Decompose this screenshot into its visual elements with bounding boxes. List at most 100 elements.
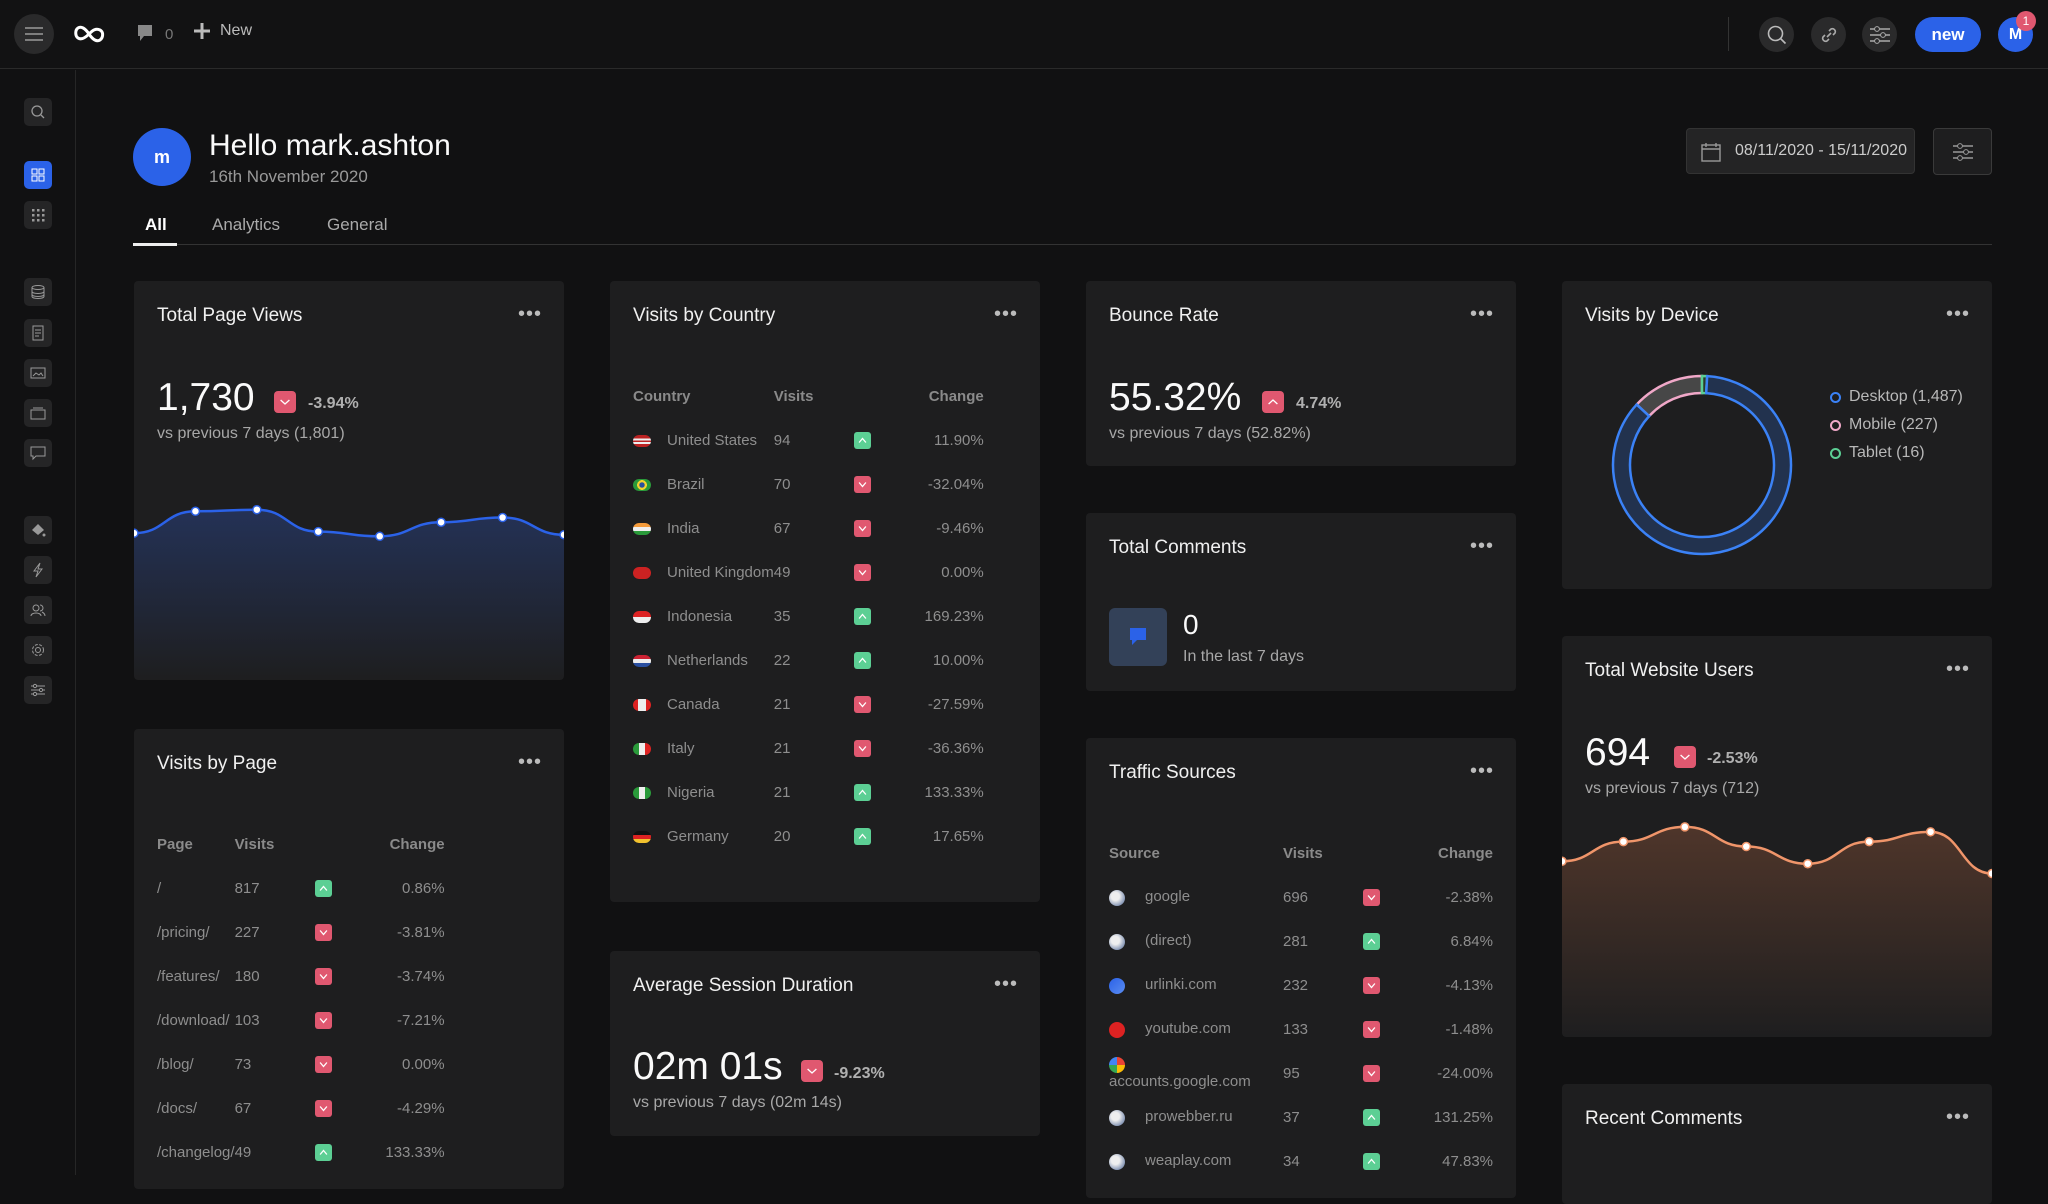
- legend-item-tablet[interactable]: Tablet (16): [1830, 439, 1963, 467]
- row-change: 17.65%: [932, 827, 984, 845]
- sparkline-point[interactable]: [1741, 841, 1752, 852]
- table-row[interactable]: weaplay.com 34 47.83%: [1109, 1139, 1493, 1183]
- legend-item-desktop[interactable]: Desktop (1,487): [1830, 383, 1963, 411]
- more-options-button[interactable]: •••: [1469, 535, 1494, 557]
- table-row[interactable]: Indonesia 35 169.23%: [633, 594, 984, 638]
- donut-slice-desktop[interactable]: [1611, 374, 1793, 556]
- more-options-button[interactable]: •••: [1469, 303, 1494, 325]
- more-options-button[interactable]: •••: [1945, 658, 1970, 680]
- row-label: Italy: [667, 739, 695, 757]
- row-change: -9.46%: [936, 519, 984, 537]
- sparkline-point[interactable]: [313, 526, 324, 537]
- sidebar-item-document[interactable]: [24, 319, 52, 347]
- row-label: United Kingdom: [667, 563, 774, 581]
- sidebar-item-folder[interactable]: [24, 399, 52, 427]
- table-row[interactable]: Brazil 70 -32.04%: [633, 462, 984, 506]
- traffic-sources-table: Source Visits Change google 696 -2.38% (direct…: [1109, 831, 1493, 1183]
- card-title: Traffic Sources: [1109, 762, 1236, 783]
- table-row[interactable]: Italy 21 -36.36%: [633, 726, 984, 770]
- table-row[interactable]: Netherlands 22 10.00%: [633, 638, 984, 682]
- sidebar-item-dashboard[interactable]: [24, 161, 52, 189]
- row-visits: 817: [234, 879, 260, 897]
- more-options-button[interactable]: •••: [1469, 760, 1494, 782]
- sidebar-item-users[interactable]: [24, 596, 52, 624]
- comment-icon[interactable]: [137, 24, 153, 44]
- sparkline-point[interactable]: [252, 504, 262, 515]
- more-options-button[interactable]: •••: [993, 973, 1018, 995]
- table-row[interactable]: /changelog/49 133.33%: [157, 1130, 445, 1174]
- card-title: Bounce Rate: [1109, 305, 1219, 326]
- sparkline-point[interactable]: [436, 517, 446, 527]
- search-button[interactable]: [1759, 17, 1794, 52]
- more-options-button[interactable]: •••: [1945, 303, 1970, 325]
- sidebar-item-lightning[interactable]: [24, 556, 52, 584]
- new-item-button[interactable]: New: [194, 22, 252, 40]
- sidebar-item-paint-bucket[interactable]: [24, 516, 52, 544]
- table-row[interactable]: prowebber.ru 37 131.25%: [1109, 1095, 1493, 1139]
- filter-button[interactable]: [1933, 128, 1992, 175]
- tab-analytics[interactable]: Analytics: [212, 215, 281, 234]
- new-button[interactable]: new: [1915, 17, 1981, 52]
- table-row[interactable]: India 67 -9.46%: [633, 506, 984, 550]
- table-row[interactable]: /features/180 -3.74%: [157, 954, 445, 998]
- sparkline-point[interactable]: [190, 506, 201, 517]
- date-range-picker[interactable]: 08/11/2020 - 15/11/2020: [1686, 128, 1915, 174]
- settings-sliders-button[interactable]: [1862, 17, 1897, 52]
- row-change: -3.74%: [397, 967, 445, 985]
- sparkline-point[interactable]: [1864, 836, 1874, 847]
- link-button[interactable]: [1811, 17, 1846, 52]
- table-row[interactable]: /docs/67 -4.29%: [157, 1086, 445, 1130]
- table-row[interactable]: (direct) 281 6.84%: [1109, 919, 1493, 963]
- sparkline-point[interactable]: [1802, 858, 1813, 869]
- table-row[interactable]: Canada 21 -27.59%: [633, 682, 984, 726]
- tab-general[interactable]: General: [327, 215, 388, 234]
- table-row[interactable]: United States 94 11.90%: [633, 418, 984, 462]
- calendar-icon: [1701, 143, 1721, 162]
- sidebar-item-search[interactable]: [24, 98, 52, 126]
- trend-down-badge: [274, 391, 296, 413]
- table-row[interactable]: urlinki.com 232 -4.13%: [1109, 963, 1493, 1007]
- sparkline-point[interactable]: [1680, 822, 1690, 832]
- trend-down-icon: [314, 1055, 332, 1073]
- more-options-button[interactable]: •••: [517, 751, 542, 773]
- menu-button[interactable]: [14, 14, 54, 54]
- row-label: Brazil: [667, 475, 705, 493]
- sidebar-item-apps-grid[interactable]: [24, 201, 52, 229]
- tab-all[interactable]: All: [145, 215, 167, 234]
- sidebar-item-gear[interactable]: [24, 636, 52, 664]
- sparkline-point[interactable]: [374, 531, 385, 542]
- table-row[interactable]: youtube.com 133 -1.48%: [1109, 1007, 1493, 1051]
- table-row[interactable]: /download/103 -7.21%: [157, 998, 445, 1042]
- table-row[interactable]: google 696 -2.38%: [1109, 875, 1493, 919]
- donut-slice-mobile[interactable]: [1634, 374, 1704, 418]
- sidebar-item-sliders[interactable]: [24, 676, 52, 704]
- visits-by-country-table: Country Visits Change United States 94 11.90%…: [633, 374, 984, 858]
- sparkline-point[interactable]: [1618, 836, 1629, 847]
- sidebar-item-database[interactable]: [24, 278, 52, 306]
- table-row[interactable]: /blog/73 0.00%: [157, 1042, 445, 1086]
- more-options-button[interactable]: •••: [993, 303, 1018, 325]
- sparkline-point[interactable]: [1987, 868, 1992, 879]
- row-label: (direct): [1145, 932, 1192, 950]
- sparkline-point[interactable]: [1925, 827, 1936, 837]
- table-row[interactable]: / 817 0.86%: [157, 866, 445, 910]
- sparkline-point[interactable]: [134, 528, 139, 538]
- legend-item-mobile[interactable]: Mobile (227): [1830, 411, 1963, 439]
- divider: [1728, 17, 1729, 51]
- sidebar-item-comment[interactable]: [24, 439, 52, 467]
- row-label: /changelog/: [157, 1143, 235, 1161]
- legend-label: Tablet (16): [1849, 444, 1925, 461]
- sparkline-point[interactable]: [1562, 856, 1567, 867]
- table-row[interactable]: Germany 20 17.65%: [633, 814, 984, 858]
- sidebar-item-image[interactable]: [24, 359, 52, 387]
- more-options-button[interactable]: •••: [1945, 1106, 1970, 1128]
- table-row[interactable]: accounts.google.com 95 -24.00%: [1109, 1051, 1493, 1095]
- more-options-button[interactable]: •••: [517, 303, 542, 325]
- device-legend: Desktop (1,487) Mobile (227) Tablet (16): [1830, 383, 1963, 467]
- table-row[interactable]: United Kingdom 49 0.00%: [633, 550, 984, 594]
- row-label: Nigeria: [667, 783, 715, 801]
- sparkline-point[interactable]: [559, 529, 564, 540]
- sparkline-point[interactable]: [497, 512, 508, 523]
- table-row[interactable]: Nigeria 21 133.33%: [633, 770, 984, 814]
- table-row[interactable]: /pricing/227 -3.81%: [157, 910, 445, 954]
